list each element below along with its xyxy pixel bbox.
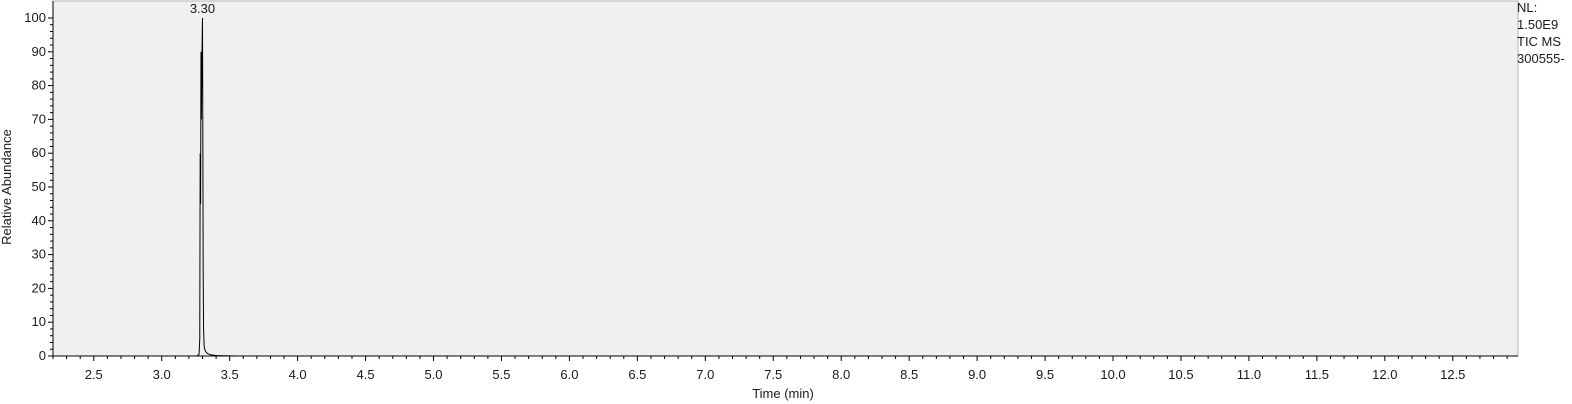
x-tick-label: 8.5 bbox=[900, 367, 918, 382]
x-tick-label: 12.5 bbox=[1440, 367, 1465, 382]
x-tick-labels: 2.5 3.0 3.5 4.0 4.5 5.0 5.5 6.0 6.5 7.0 7.5 8.0 8.5 9… bbox=[85, 367, 1466, 382]
x-tick-label: 10.0 bbox=[1100, 367, 1125, 382]
x-tick-label: 2.5 bbox=[85, 367, 103, 382]
x-tick-label: 4.0 bbox=[289, 367, 307, 382]
x-tick-label: 11.0 bbox=[1237, 367, 1261, 382]
tic-trace bbox=[53, 17, 1518, 357]
peak-labels: 3.30 bbox=[190, 1, 215, 16]
y-tick-label: 100 bbox=[24, 10, 46, 25]
y-tick-label: 40 bbox=[32, 213, 46, 228]
y-tick-label: 10 bbox=[32, 314, 46, 329]
plot-area bbox=[52, 0, 1519, 357]
y-tick-label: 70 bbox=[32, 111, 46, 126]
y-tick-label: 80 bbox=[32, 78, 46, 93]
y-tick-label: 60 bbox=[32, 145, 46, 160]
info-line: NL: bbox=[1517, 0, 1537, 15]
x-tick-label: 7.5 bbox=[764, 367, 782, 382]
x-tick-label: 8.0 bbox=[832, 367, 850, 382]
x-tick-label: 9.5 bbox=[1036, 367, 1054, 382]
x-tick-label: 11.5 bbox=[1305, 367, 1329, 382]
x-tick-label: 3.0 bbox=[153, 367, 171, 382]
y-tick-label: 30 bbox=[32, 247, 46, 262]
x-tick-label: 5.5 bbox=[492, 367, 510, 382]
x-tick-label: 9.0 bbox=[968, 367, 986, 382]
info-line: TIC MS bbox=[1517, 34, 1561, 49]
x-axis-label: Time (min) bbox=[752, 386, 814, 401]
y-tick-label: 90 bbox=[32, 44, 46, 59]
x-tick-label: 6.5 bbox=[628, 367, 646, 382]
y-axis-label: Relative Abundance bbox=[0, 129, 14, 245]
info-line: 300555- bbox=[1517, 51, 1565, 66]
x-tick-label: 6.0 bbox=[560, 367, 578, 382]
info-block: NL: 1.50E9 TIC MS 300555- bbox=[1517, 0, 1565, 66]
x-tick-label: 10.5 bbox=[1168, 367, 1193, 382]
peak-label: 3.30 bbox=[190, 1, 215, 16]
y-tick-label: 50 bbox=[32, 179, 46, 194]
x-tick-label: 12.0 bbox=[1372, 367, 1397, 382]
x-tick-label: 3.5 bbox=[221, 367, 239, 382]
info-line: 1.50E9 bbox=[1517, 17, 1558, 32]
y-tick-labels: 0 10 20 30 40 50 60 70 80 90 100 bbox=[24, 10, 46, 363]
x-tick-label: 5.0 bbox=[424, 367, 442, 382]
y-tick-label: 0 bbox=[39, 348, 46, 363]
x-tick-label: 7.0 bbox=[696, 367, 714, 382]
y-tick-label: 20 bbox=[32, 280, 46, 295]
x-tick-label: 4.5 bbox=[357, 367, 375, 382]
